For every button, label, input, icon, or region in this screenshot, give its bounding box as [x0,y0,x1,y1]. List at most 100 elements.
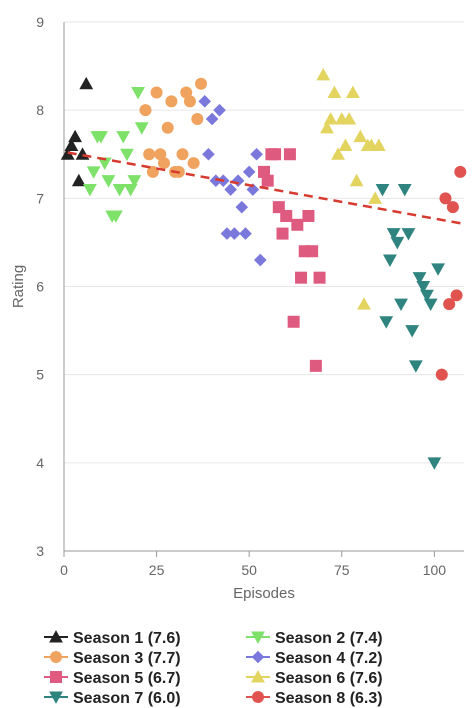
data-point [394,298,408,312]
data-point [342,112,357,125]
data-point [375,183,390,197]
data-point [349,173,364,187]
data-point [187,157,200,170]
trend-line [67,151,465,226]
y-axis-label: Rating [10,265,27,308]
x-tick-label: 0 [60,562,68,578]
x-tick-label: 100 [423,562,447,578]
data-point [269,148,282,161]
legend-marker [50,651,62,663]
legend-item: Season 7 (6.0) [44,690,181,707]
data-point [239,227,252,240]
legend-marker [50,671,62,683]
data-point [405,325,420,338]
data-point [198,95,212,108]
data-point [112,183,127,197]
data-point [397,183,412,197]
data-point [150,86,163,99]
legend-label: Season 8 (6.3) [275,690,383,707]
data-point [83,183,97,197]
y-tick-label: 4 [36,455,44,471]
data-point [443,298,456,311]
data-point [323,112,338,125]
data-point [139,104,152,117]
data-point [371,138,386,151]
x-tick-label: 75 [334,562,350,578]
data-point [446,201,459,214]
legend-marker [49,691,63,704]
data-point [134,122,149,135]
legend-marker [49,630,63,643]
data-point [309,359,322,372]
data-point [143,148,156,161]
data-point [302,209,315,222]
data-point [94,131,108,144]
data-point [123,183,138,197]
legend-label: Season 4 (7.2) [275,650,383,667]
legend-label: Season 7 (6.0) [73,690,181,707]
data-point [287,315,300,328]
grid-lines [64,21,464,552]
x-tick-label: 50 [241,562,257,578]
data-point [390,236,405,250]
data-point [316,68,331,81]
data-point [401,228,416,241]
legend-item: Season 1 (7.6) [44,630,181,647]
data-point [313,271,326,284]
data-point [261,174,274,187]
data-point [345,85,360,99]
data-point [450,289,463,302]
data-point [116,131,131,144]
legend-label: Season 1 (7.6) [73,630,181,647]
axes [63,22,464,552]
data-point [386,228,401,241]
legend-marker [252,691,264,703]
data-point [353,129,368,143]
data-point [146,165,159,178]
data-point [183,95,196,108]
data-point [195,77,208,90]
data-point [127,175,142,188]
legend-item: Season 4 (7.2) [246,650,383,667]
data-point [68,129,83,143]
data-point [383,254,397,267]
data-point [86,166,101,179]
data-point [431,263,445,276]
y-tick-label: 6 [36,279,44,295]
data-point [320,120,334,134]
y-tick-label: 9 [36,14,44,30]
data-point [439,192,452,205]
legend-marker [251,631,265,644]
data-point [220,227,234,240]
data-points [60,68,467,470]
legend-label: Season 5 (6.7) [73,670,181,687]
data-point [205,112,219,126]
data-point [408,360,423,373]
y-tick-label: 5 [36,367,44,383]
data-point [165,95,178,108]
y-tick-labels: 3 4 5 6 7 8 9 [36,14,44,559]
data-point [368,191,383,204]
data-point [250,147,263,161]
y-tick-label: 3 [36,543,44,559]
data-point [64,138,79,151]
data-point [327,85,342,99]
legend-item: Season 5 (6.7) [44,670,181,687]
data-point [71,173,86,187]
data-point [213,103,226,117]
data-point [161,121,174,134]
data-point [427,457,442,470]
data-point [108,210,123,223]
data-point [420,289,434,303]
data-point [306,245,319,258]
data-point [79,76,94,90]
data-point [423,298,438,312]
data-point [209,174,223,187]
legend-item: Season 6 (7.6) [246,670,383,687]
data-point [131,87,145,100]
data-point [120,148,134,162]
data-point [242,165,256,179]
data-point [435,368,448,381]
legend-label: Season 2 (7.4) [275,630,383,647]
